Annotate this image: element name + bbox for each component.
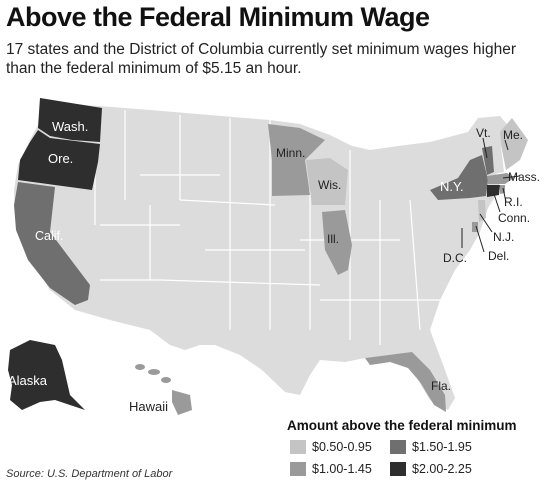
map-subtitle: 17 states and the District of Columbia c…	[6, 41, 516, 77]
state-hawaii	[135, 364, 192, 415]
legend-title: Amount above the federal minimum	[287, 418, 517, 433]
label-ny: N.Y.	[440, 179, 464, 194]
leader-lines	[461, 137, 521, 253]
label-me: Me.	[503, 128, 523, 142]
legend-swatch	[390, 462, 406, 476]
label-conn: Conn.	[498, 211, 530, 225]
legend-label: $1.00-1.45	[312, 462, 372, 476]
label-vt: Vt.	[476, 126, 491, 140]
label-mass: Mass.	[508, 170, 540, 184]
state-maine	[500, 118, 528, 170]
state-alaska	[8, 340, 85, 410]
legend-label: $2.00-2.25	[412, 462, 472, 476]
label-hawaii: Hawaii	[129, 399, 168, 414]
state-illinois	[322, 210, 352, 275]
state-new-hampshire	[493, 138, 504, 174]
legend-item-tier3: $1.50-1.95	[390, 440, 472, 454]
label-ri: R.I.	[504, 195, 523, 209]
label-del: Del.	[488, 249, 509, 263]
legend-label: $0.50-0.95	[312, 440, 372, 454]
legend-label: $1.50-1.95	[412, 440, 472, 454]
source-note: Source: U.S. Department of Labor	[6, 468, 173, 480]
state-new-jersey	[478, 200, 486, 222]
label-dc: D.C.	[443, 251, 467, 265]
legend-item-tier4: $2.00-2.25	[390, 462, 472, 476]
legend-item-tier1: $0.50-0.95	[290, 440, 372, 454]
legend-swatch	[290, 462, 306, 476]
state-oregon	[18, 130, 100, 190]
state-wisconsin	[306, 158, 348, 205]
label-ore: Ore.	[48, 151, 73, 166]
label-ill: Ill.	[327, 232, 339, 246]
label-wash: Wash.	[52, 119, 88, 134]
contiguous-us-base	[14, 98, 512, 410]
state-new-york	[430, 155, 488, 200]
label-calif: Calif.	[35, 229, 63, 243]
label-nj: N.J.	[493, 230, 514, 244]
state-massachusetts	[487, 173, 514, 184]
state-washington	[38, 98, 102, 142]
state-connecticut	[487, 185, 500, 197]
map-title: Above the Federal Minimum Wage	[6, 2, 430, 32]
state-vermont	[482, 146, 494, 175]
state-delaware	[472, 222, 478, 232]
legend-item-tier2: $1.00-1.45	[290, 462, 372, 476]
legend-swatch	[390, 440, 406, 454]
label-alaska: Alaska	[8, 373, 48, 388]
label-wis: Wis.	[318, 178, 341, 192]
label-fla: Fla.	[431, 379, 451, 393]
state-california	[14, 182, 90, 305]
state-florida	[365, 352, 446, 412]
label-minn: Minn.	[276, 146, 305, 160]
legend-swatch	[290, 440, 306, 454]
state-minnesota	[268, 124, 325, 196]
